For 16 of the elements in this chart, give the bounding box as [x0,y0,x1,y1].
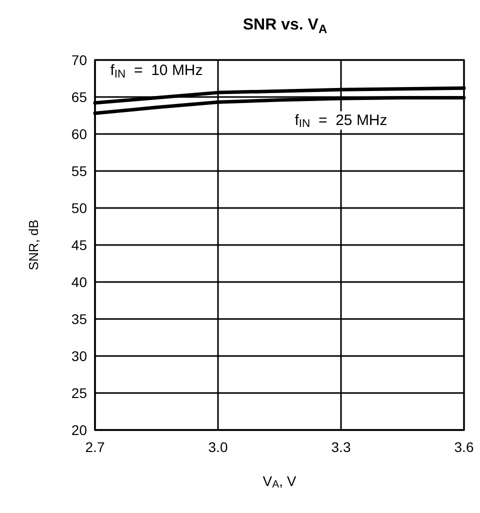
y-tick-label: 35 [71,311,88,327]
y-axis-title: SNR, dB [26,220,41,270]
y-tick-label: 25 [71,385,88,401]
x-tick-label: 3.6 [454,439,474,455]
y-tick-label: 60 [71,126,88,142]
x-tick-label: 3.3 [331,439,351,455]
y-tick-label: 50 [71,200,88,216]
y-tick-label: 30 [71,348,88,364]
y-tick-label: 65 [71,89,88,105]
y-tick-label: 70 [71,52,88,68]
x-tick-label: 3.0 [208,439,228,455]
y-tick-label: 45 [71,237,88,253]
x-tick-label: 2.7 [85,439,105,455]
y-tick-label: 55 [71,163,88,179]
y-tick-label: 20 [71,422,88,438]
y-tick-label: 40 [71,274,88,290]
